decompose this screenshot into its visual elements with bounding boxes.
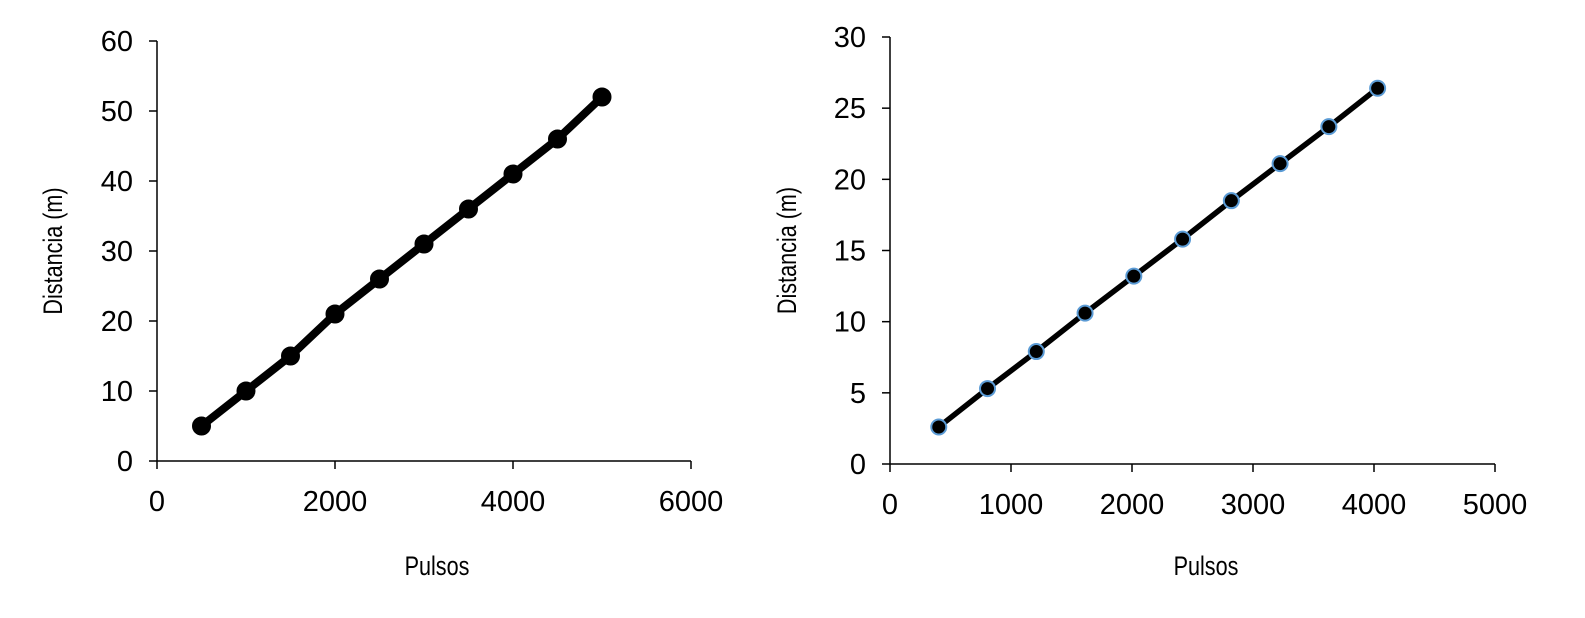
y-tick-label: 25 [834, 93, 866, 125]
data-point [548, 129, 567, 149]
x-axis-title: Pulsos [405, 552, 470, 582]
y-tick-label: 50 [101, 96, 133, 128]
x-tick-label: 0 [149, 486, 165, 518]
data-point [930, 418, 948, 436]
series-line [936, 85, 1381, 430]
x-tick-label: 0 [882, 489, 898, 521]
x-tick-label: 4000 [1342, 489, 1407, 521]
x-tick-label: 2000 [1100, 489, 1165, 521]
y-tick-label: 30 [101, 236, 133, 268]
data-point [1076, 304, 1094, 322]
data-point [979, 380, 997, 398]
y-tick-label: 40 [101, 166, 133, 198]
data-point [503, 164, 523, 184]
data-point [592, 87, 612, 107]
x-tick-label: 1000 [979, 489, 1044, 521]
data-point [1174, 230, 1192, 248]
y-tick-label: 20 [834, 164, 866, 196]
y-tick-label: 15 [834, 236, 866, 268]
x-tick-label: 3000 [1221, 489, 1286, 521]
x-tick-label: 5000 [1463, 489, 1528, 521]
data-point [325, 304, 345, 324]
y-tick-label: 10 [834, 307, 866, 339]
data-point [1027, 343, 1045, 361]
series-line [197, 93, 606, 430]
x-axis-title: Pulsos [1174, 552, 1239, 582]
y-tick-label: 5 [850, 378, 866, 410]
data-point [1369, 79, 1387, 97]
y-tick-label: 0 [117, 446, 133, 478]
data-point [281, 346, 300, 366]
data-point [192, 416, 211, 436]
data-point [1222, 192, 1240, 210]
data-point [1320, 118, 1338, 136]
data-point [1271, 155, 1289, 173]
x-tick-label: 4000 [481, 486, 546, 518]
data-point [370, 269, 389, 289]
y-tick-label: 10 [101, 376, 133, 408]
y-tick-label: 30 [834, 22, 866, 54]
x-tick-label: 6000 [659, 486, 724, 518]
x-tick-label: 2000 [303, 486, 368, 518]
y-tick-label: 20 [101, 306, 133, 338]
y-tick-label: 60 [101, 26, 133, 58]
y-tick-label: 0 [850, 449, 866, 481]
y-axis-title: Distancia (m) [773, 187, 803, 314]
chart-pulsos-vs-distancia-left: 0 10 20 30 40 50 60 0 2000 4000 6000 Pulsos Distanci… [39, 26, 723, 582]
data-point [459, 199, 478, 219]
data-point [414, 234, 434, 254]
data-point [236, 381, 256, 401]
y-axis-title: Distancia (m) [39, 187, 69, 314]
data-point [1125, 267, 1143, 285]
chart-pulsos-vs-distancia-right: 0 5 10 15 20 25 30 0 1000 2000 3000 4000 5000 Pulsos D… [773, 22, 1527, 582]
